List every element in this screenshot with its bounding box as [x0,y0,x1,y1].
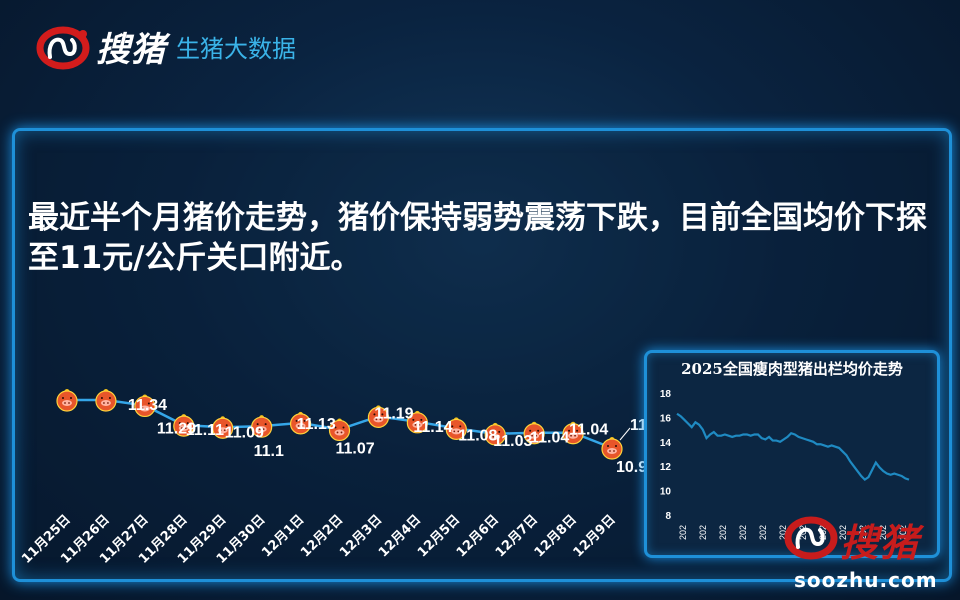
pig-icon [484,422,506,446]
annual-price-chart-panel: 18 16 14 12 10 8 202 202 202 202 202 202 202 202 202 20… [644,350,940,558]
x-tick-label: 202 [678,525,688,540]
data-label: 11.13 [297,416,336,433]
y-tick-label: 14 [660,438,672,449]
callout-line [619,427,631,441]
data-label: 11.08 [458,427,497,444]
brand-header: 搜猪 生猪大数据 [36,22,296,71]
x-tick-label: 12月9日 [571,512,619,560]
pig-icon [95,389,117,412]
watermark-url: soozhu.com [794,568,938,592]
annual-chart-title: 2025全国瘦肉型猪出栏均价走势 [681,360,903,378]
pig-icon [601,437,623,460]
data-label: 10.9 [616,459,647,476]
x-tick-label: 202 [698,525,708,540]
pig-icon [523,421,545,445]
pig-icon [173,414,195,437]
data-label: 11.07 [336,440,375,457]
series-line [676,412,910,482]
headline: 最近半个月猪价走势，猪价保持弱势震荡下跌，目前全国均价下探至11元/公斤关口附近… [28,200,927,276]
data-label: 11.04 [530,430,569,447]
pig-icon [134,394,156,418]
x-tick-label: 202 [878,525,888,540]
pig-icon [445,417,467,440]
y-tick-label: 18 [660,389,672,400]
y-tick-label: 8 [665,511,671,522]
soozhu-logo-icon [36,26,90,69]
x-tick-label: 202 [758,525,768,540]
data-label: 11.34 [128,397,167,414]
x-tick-label: 202 [898,525,908,540]
pig-icon [328,418,351,442]
watermark-logo-icon [784,516,838,560]
data-label: 11.1 [254,443,284,460]
pig-icon [289,411,312,435]
pig-icon [562,421,584,445]
x-tick-label: 202 [858,525,868,540]
x-tick-label: 202 [718,525,728,540]
data-label: 11.03 [493,433,532,450]
data-label: 11.19 [374,405,413,422]
y-tick-label: 10 [660,487,672,498]
data-label: 11.09 [225,424,264,441]
watermark: 搜猪 soozhu.com [784,512,950,598]
data-label: 11.29 [157,420,196,437]
x-tick-label: 202 [778,525,788,540]
data-label: 11.11 [186,422,224,439]
watermark-name: 搜猪 [840,520,921,565]
brand-subtitle: 生猪大数据 [176,35,296,63]
pig-icon [406,410,428,434]
x-tick-label: 202 [838,525,848,540]
brand-name: 搜猪 [96,30,166,70]
data-label: 11.04 [569,422,608,439]
pig-icon [212,416,234,439]
y-tick-label: 12 [660,462,672,473]
pig-icon [56,389,78,412]
y-tick-label: 16 [660,413,672,424]
x-tick-label: 202 [738,525,748,540]
data-label: 11.14 [413,419,452,436]
pig-icon [251,415,273,438]
pig-icon [367,405,390,428]
